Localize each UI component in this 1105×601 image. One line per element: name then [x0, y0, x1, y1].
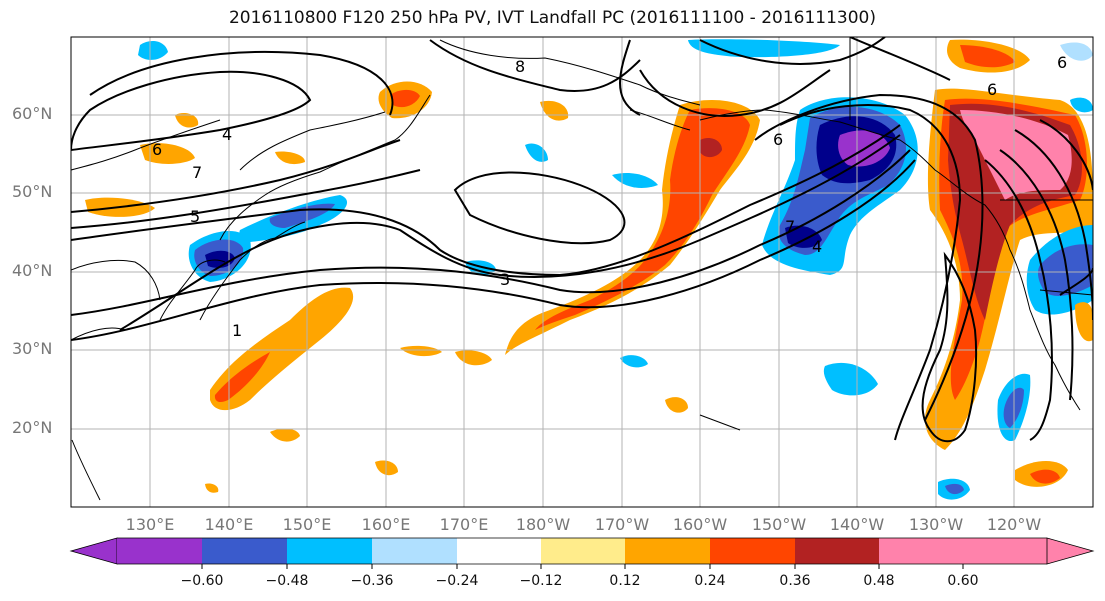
contour-label: 7: [785, 217, 795, 236]
lon-label: 130°E: [125, 515, 175, 534]
contour-label: 6: [1057, 53, 1067, 72]
contour-label: 4: [222, 125, 232, 144]
colorbar: [69, 537, 1095, 569]
colorbar-segment: [287, 538, 372, 564]
colorbar-segment: [879, 538, 963, 564]
lat-label: 40°N: [12, 261, 53, 280]
lon-label: 170°W: [594, 515, 650, 534]
lon-label: 160°W: [672, 515, 728, 534]
colorbar-segment: [710, 538, 795, 564]
colorbar-segment: [625, 538, 710, 564]
colorbar-tick-label: 0.12: [609, 573, 641, 589]
colorbar-tick-label: −0.36: [350, 573, 394, 589]
colorbar-tick-label: 0.60: [947, 573, 979, 589]
colorbar-segment: [795, 538, 879, 564]
colorbar-tick-label: −0.48: [265, 573, 309, 589]
contour-label: 6: [987, 80, 997, 99]
contour-label: 6: [152, 140, 162, 159]
lat-label: 60°N: [12, 104, 53, 123]
plot-frame: [70, 36, 1094, 508]
lon-label: 150°W: [751, 515, 807, 534]
lon-label: 160°E: [361, 515, 411, 534]
map-area: 8 4 6 7 5 3 1 6 6 7 4 6: [71, 37, 1093, 507]
lat-label: 20°N: [12, 418, 53, 437]
lon-label: 170°E: [439, 515, 489, 534]
contour-label: 1: [232, 321, 242, 340]
colorbar-segment: [541, 538, 625, 564]
colorbar-segment: [372, 538, 457, 564]
colorbar-tick-label: 0.36: [779, 573, 811, 589]
colorbar-tick-label: −0.60: [180, 573, 224, 589]
contour-label: 7: [192, 163, 202, 182]
lon-label: 150°E: [282, 515, 332, 534]
lon-label: 180°W: [515, 515, 571, 534]
positive-anomaly-region: [960, 110, 1072, 200]
lat-label: 30°N: [12, 339, 53, 358]
colorbar-extend-max: [1046, 537, 1095, 565]
lat-label: 50°N: [12, 182, 53, 201]
contour-label: 3: [500, 270, 510, 289]
lon-label: 120°W: [986, 515, 1042, 534]
lon-label: 140°W: [829, 515, 885, 534]
contour-labels: 8 4 6 7 5 3 1 6 6 7 4 6: [152, 53, 1067, 340]
colorbar-segment: [457, 538, 541, 564]
contour-label: 8: [515, 57, 525, 76]
colorbar-segment: [202, 538, 287, 564]
contour-label: 5: [190, 207, 200, 226]
contour-label: 4: [812, 237, 822, 256]
lon-label: 130°W: [908, 515, 964, 534]
map-title: 2016110800 F120 250 hPa PV, IVT Landfall…: [228, 8, 876, 28]
colorbar-tick-label: −0.12: [519, 573, 563, 589]
colorbar-tick-label: 0.48: [863, 573, 895, 589]
pv-contours: [71, 37, 1093, 443]
colorbar-extend-min: [69, 537, 118, 565]
coastlines: [71, 37, 1093, 501]
lon-label: 140°E: [204, 515, 254, 534]
contour-label: 6: [773, 130, 783, 149]
colorbar-tick-label: −0.24: [435, 573, 479, 589]
colorbar-tick-label: 0.24: [694, 573, 726, 589]
colorbar-segment: [963, 538, 1047, 564]
